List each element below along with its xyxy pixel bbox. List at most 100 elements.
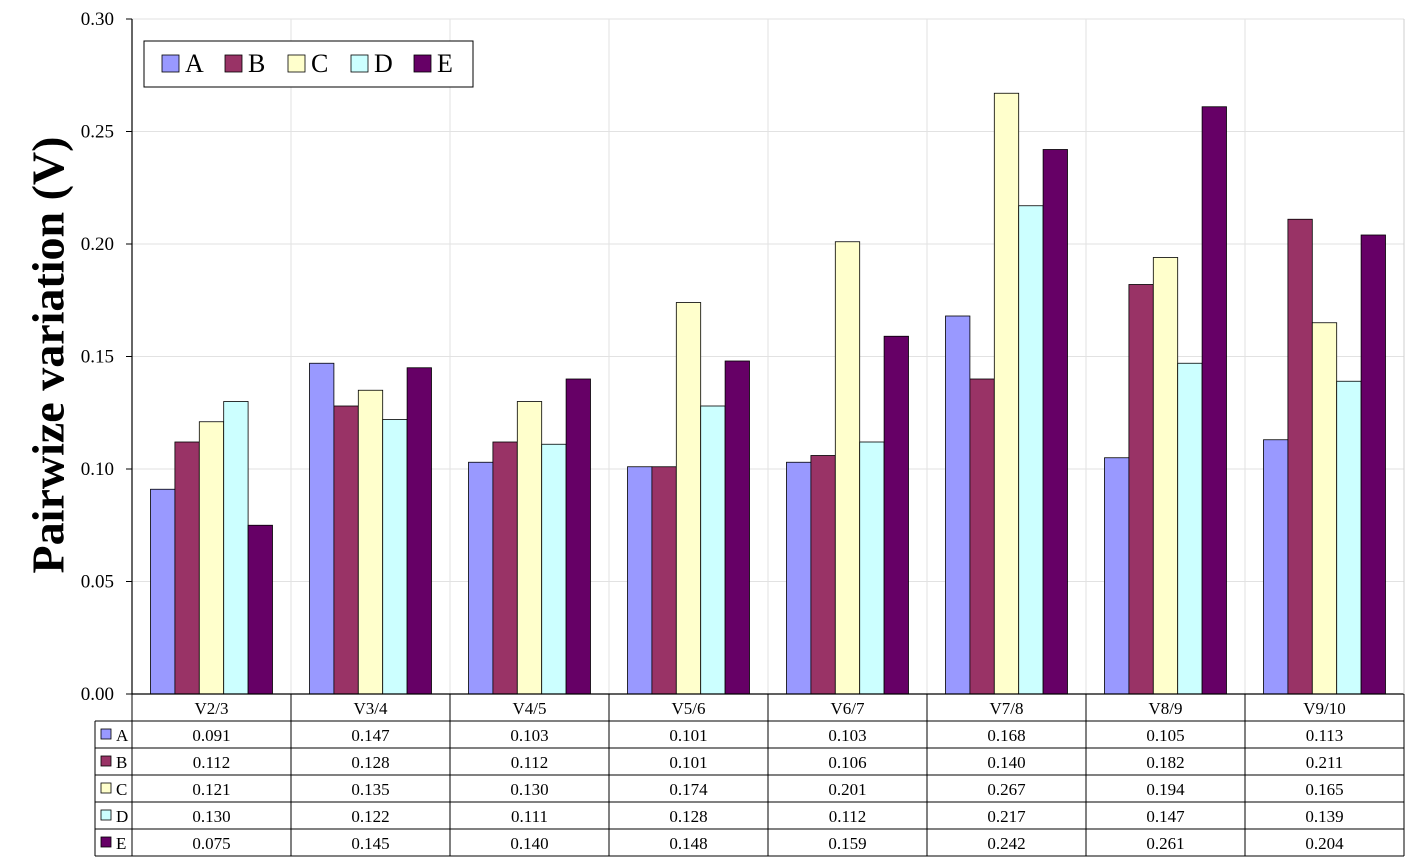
table-value: 0.075 — [192, 834, 230, 853]
table-value: 0.267 — [987, 780, 1026, 799]
y-tick-label: 0.25 — [81, 122, 114, 143]
x-tick-label: V8/9 — [1149, 699, 1183, 718]
x-tick-label: V3/4 — [354, 699, 389, 718]
x-tick-label: V6/7 — [831, 699, 866, 718]
bar — [357, 389, 384, 695]
table-value: 0.128 — [351, 753, 389, 772]
legend-label: D — [374, 49, 393, 78]
x-tick-label: V2/3 — [195, 699, 229, 718]
bar — [993, 92, 1020, 695]
legend-label: E — [437, 49, 453, 78]
table-value: 0.101 — [669, 726, 707, 745]
x-tick-label: V7/8 — [990, 699, 1024, 718]
legend-swatch — [287, 54, 306, 73]
legend-swatch — [413, 54, 432, 73]
legend-label: B — [248, 49, 265, 78]
table-value: 0.101 — [669, 753, 707, 772]
x-tick-label: V4/5 — [513, 699, 547, 718]
table-value: 0.106 — [828, 753, 866, 772]
bar — [541, 443, 567, 695]
table-series-name: E — [116, 834, 126, 853]
table-value: 0.091 — [192, 726, 230, 745]
bar — [1263, 439, 1289, 695]
table-value: 0.174 — [669, 780, 708, 799]
y-tick-label: 0.05 — [81, 572, 114, 593]
bar — [468, 461, 494, 695]
x-tick-label: V5/6 — [672, 699, 706, 718]
table-series-name: D — [116, 807, 128, 826]
bar — [174, 441, 200, 695]
table-value: 0.182 — [1146, 753, 1184, 772]
bar — [1360, 234, 1386, 695]
bar — [883, 335, 909, 695]
legend-label: A — [185, 49, 204, 78]
x-tick-label: V9/10 — [1303, 699, 1346, 718]
bar — [651, 466, 677, 695]
bar — [1104, 457, 1130, 695]
table-value: 0.242 — [987, 834, 1025, 853]
table-value: 0.103 — [828, 726, 866, 745]
bar — [834, 241, 861, 695]
legend-label: C — [311, 49, 328, 78]
bar — [1018, 205, 1044, 695]
table-value: 0.122 — [351, 807, 389, 826]
bar — [406, 367, 432, 695]
table-value: 0.168 — [987, 726, 1025, 745]
table-value: 0.111 — [511, 807, 548, 826]
table-value: 0.211 — [1306, 753, 1344, 772]
y-tick-label: 0.10 — [81, 459, 114, 480]
y-tick-label: 0.00 — [81, 684, 114, 705]
table-value: 0.148 — [669, 834, 707, 853]
bar — [150, 488, 176, 695]
table-value: 0.140 — [987, 753, 1025, 772]
table-value: 0.140 — [510, 834, 548, 853]
table-value: 0.217 — [987, 807, 1026, 826]
bar — [810, 455, 836, 695]
bar — [1287, 218, 1313, 695]
table-value: 0.105 — [1146, 726, 1184, 745]
bar — [700, 405, 726, 695]
bar — [724, 360, 750, 695]
bar — [1177, 362, 1203, 695]
y-tick-label: 0.15 — [81, 347, 114, 368]
table-value: 0.135 — [351, 780, 389, 799]
bar — [223, 401, 249, 695]
table-value: 0.204 — [1305, 834, 1344, 853]
bar — [675, 302, 702, 695]
table-value: 0.112 — [829, 807, 867, 826]
bar — [198, 421, 225, 695]
y-tick-label: 0.30 — [81, 9, 114, 30]
bar — [1042, 149, 1068, 695]
table-legend-key — [100, 809, 112, 821]
bar — [333, 405, 359, 695]
table-legend-key — [100, 782, 112, 794]
bar — [969, 378, 995, 695]
table-value: 0.194 — [1146, 780, 1185, 799]
table-value: 0.112 — [193, 753, 231, 772]
table-series-name: C — [116, 780, 127, 799]
bar — [1152, 257, 1179, 695]
table-value: 0.139 — [1305, 807, 1343, 826]
table-value: 0.112 — [511, 753, 549, 772]
table-value: 0.201 — [828, 780, 866, 799]
table-value: 0.130 — [192, 807, 230, 826]
bar — [1311, 322, 1338, 695]
table-legend-key — [100, 836, 112, 848]
bar — [786, 461, 812, 695]
table-value: 0.130 — [510, 780, 548, 799]
table-series-name: B — [116, 753, 127, 772]
table-legend-key — [100, 728, 112, 740]
table-value: 0.128 — [669, 807, 707, 826]
table-value: 0.165 — [1305, 780, 1343, 799]
table-value: 0.113 — [1306, 726, 1344, 745]
bar — [1128, 284, 1154, 695]
table-series-name: A — [116, 726, 129, 745]
table-value: 0.145 — [351, 834, 389, 853]
table-value: 0.121 — [192, 780, 230, 799]
table-value: 0.159 — [828, 834, 866, 853]
bar — [382, 419, 408, 695]
legend-swatch — [350, 54, 369, 73]
y-tick-label: 0.20 — [81, 234, 114, 255]
table-value: 0.147 — [351, 726, 390, 745]
